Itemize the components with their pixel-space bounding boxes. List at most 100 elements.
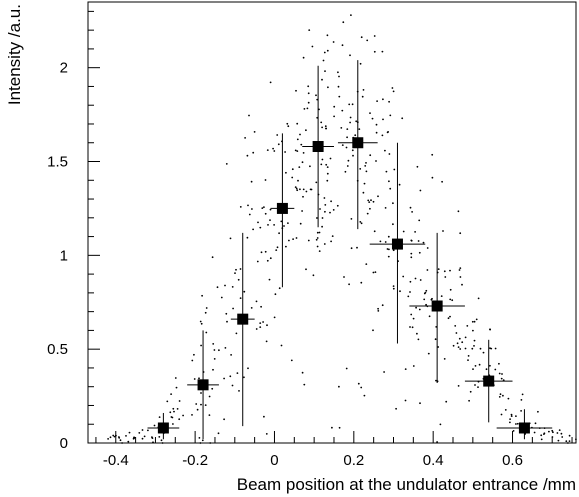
scatter-point — [266, 149, 269, 152]
scatter-point — [294, 186, 297, 189]
scatter-point — [473, 320, 476, 323]
scatter-point — [235, 268, 237, 271]
mean-marker — [483, 375, 495, 387]
scatter-point — [341, 144, 344, 147]
scatter-point — [265, 433, 268, 435]
scatter-point — [295, 237, 298, 239]
scatter-point — [296, 138, 299, 141]
scatter-point — [382, 98, 384, 101]
mean-marker — [352, 137, 364, 149]
scatter-point — [291, 176, 294, 179]
scatter-point — [321, 225, 323, 228]
scatter-point — [294, 149, 297, 152]
scatter-point — [231, 384, 234, 387]
scatter-point — [459, 232, 462, 235]
scatter-point — [193, 378, 196, 380]
scatter-point — [296, 122, 299, 125]
scatter-point — [361, 95, 364, 98]
scatter-point — [312, 274, 315, 277]
scatter-point — [269, 208, 272, 211]
scatter-point — [431, 153, 434, 156]
x-tick-label: -0.4 — [103, 452, 129, 469]
scatter-point — [276, 134, 279, 136]
scatter-point — [375, 131, 378, 134]
scatter-point — [272, 147, 274, 150]
scatter-point — [315, 181, 318, 184]
scatter-point — [383, 371, 385, 373]
scatter-point — [316, 231, 319, 234]
scatter-point — [474, 365, 477, 367]
scatter-point — [230, 354, 233, 356]
scatter-point — [315, 238, 318, 241]
scatter-point — [422, 241, 425, 244]
scatter-point — [418, 219, 421, 222]
scatter-point — [376, 100, 378, 102]
scatter-point — [274, 293, 277, 296]
scatter-point — [315, 94, 317, 97]
scatter-point — [324, 125, 327, 128]
scatter-point — [425, 289, 428, 292]
scatter-point — [358, 128, 361, 131]
scatter-point — [213, 358, 216, 360]
scatter-point — [246, 236, 249, 239]
scatter-point — [174, 377, 177, 379]
scatter-point — [307, 101, 310, 104]
mean-marker — [391, 238, 403, 250]
scatter-point — [393, 168, 396, 171]
scatter-point — [364, 165, 367, 167]
scatter-point — [324, 70, 326, 72]
scatter-point — [303, 383, 306, 386]
scatter-point — [253, 131, 256, 133]
scatter-point — [458, 269, 461, 271]
scatter-point — [285, 171, 287, 174]
scatter-point — [318, 250, 321, 253]
scatter-point — [211, 256, 214, 259]
scatter-point — [565, 440, 568, 443]
scatter-point — [359, 168, 362, 170]
scatter-point — [250, 180, 253, 183]
scatter-point — [431, 176, 434, 179]
mean-marker — [237, 313, 249, 325]
scatter-point — [169, 411, 172, 414]
scatter-point — [196, 408, 199, 411]
scatter-point — [208, 414, 211, 416]
scatter-point — [474, 384, 476, 386]
plot-frame — [87, 1, 577, 444]
scatter-point — [347, 159, 350, 162]
scatter-point — [360, 386, 363, 389]
scatter-point — [161, 442, 164, 444]
scatter-point — [229, 237, 232, 240]
scatter-point — [365, 170, 368, 173]
scatter-point — [291, 168, 294, 171]
scatter-point — [234, 272, 236, 274]
y-axis-label: Intensity /a.u. — [5, 4, 24, 105]
scatter-point — [371, 117, 374, 120]
scatter-point — [175, 386, 178, 389]
y-tick-label: 2 — [60, 60, 68, 77]
scatter-point — [200, 322, 203, 325]
scatter-point — [489, 328, 491, 331]
scatter-point — [449, 315, 451, 318]
scatter-point — [348, 103, 351, 106]
scatter-point — [320, 121, 323, 124]
scatter-point — [346, 128, 349, 131]
scatter-point — [534, 422, 537, 425]
scatter-point — [213, 349, 216, 351]
scatter-point — [459, 267, 462, 269]
scatter-point — [473, 345, 475, 347]
scatter-point — [377, 307, 379, 310]
scatter-point — [178, 400, 181, 402]
scatter-point — [220, 296, 223, 299]
scatter-point — [261, 207, 264, 210]
scatter-point — [295, 187, 298, 190]
scatter-point — [119, 439, 122, 442]
scatter-point — [127, 440, 130, 443]
scatter-point — [411, 326, 414, 329]
scatter-point — [113, 435, 116, 438]
scatter-point — [283, 225, 285, 227]
scatter-point — [410, 256, 413, 259]
scatter-point — [402, 275, 405, 278]
scatter-point — [338, 426, 341, 429]
scatter-point — [268, 278, 271, 281]
